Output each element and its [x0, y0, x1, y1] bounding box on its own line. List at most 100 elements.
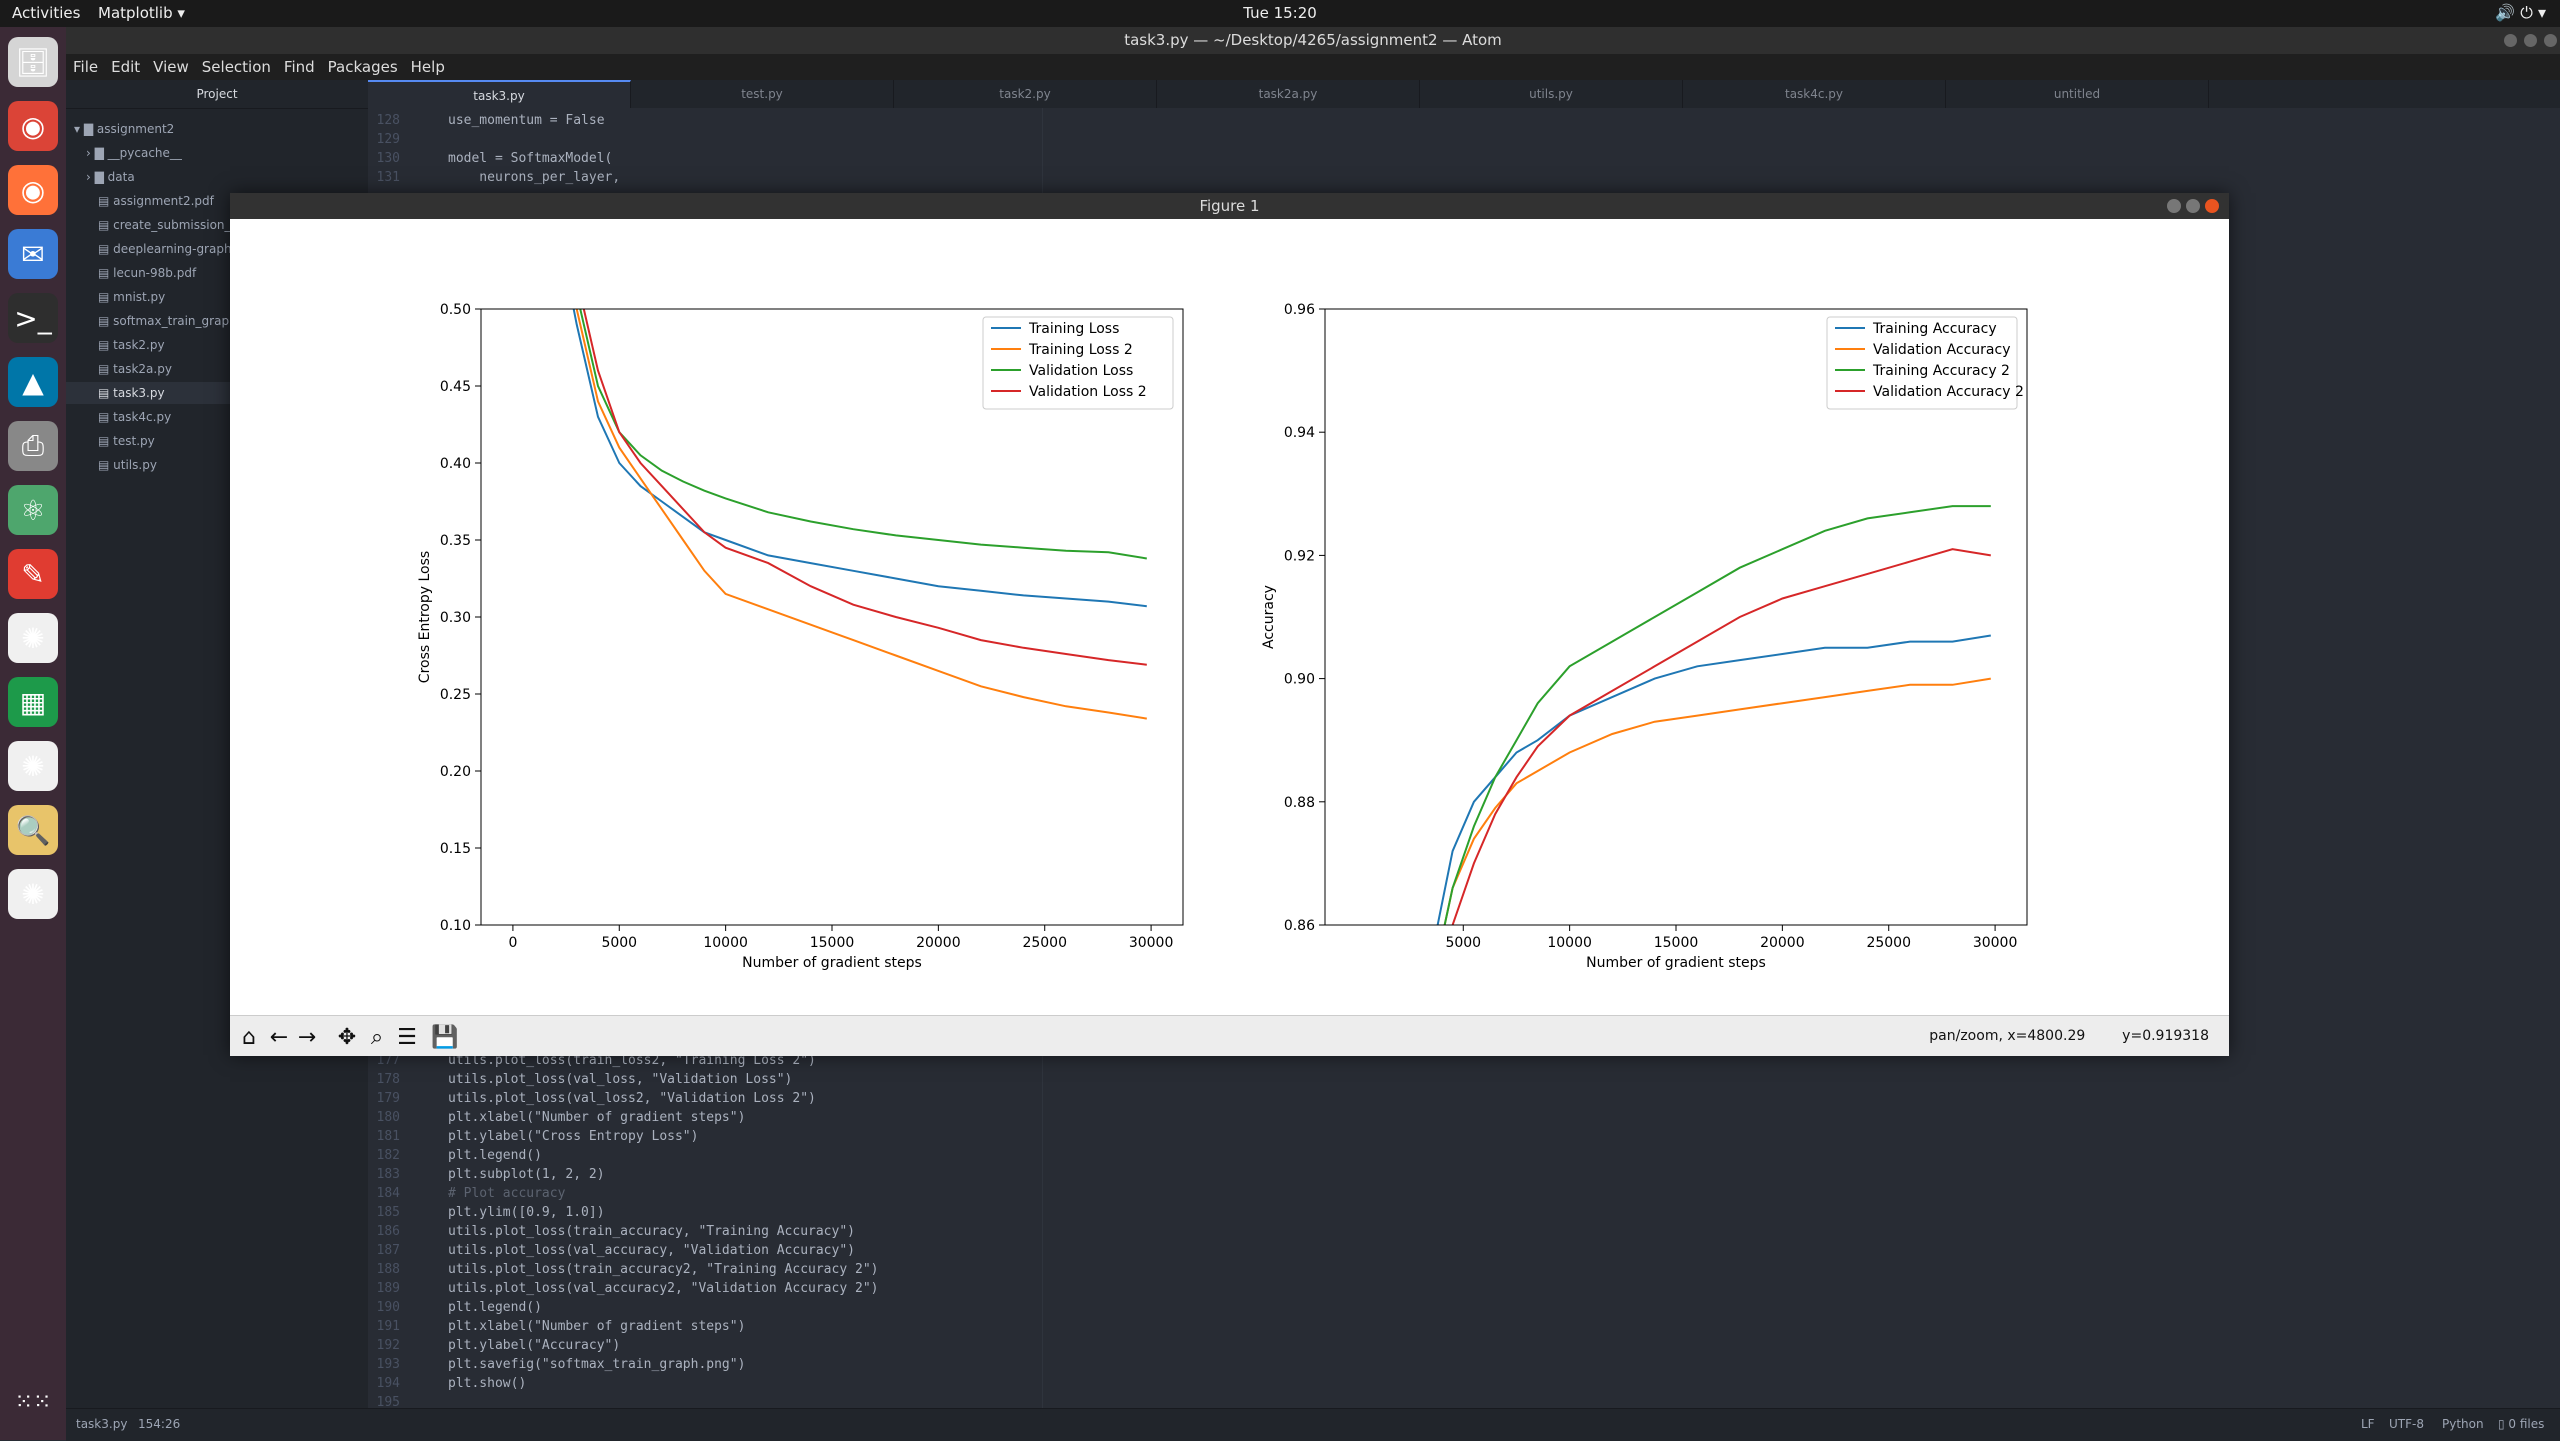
- y-tick-label: 0.96: [1284, 302, 1315, 318]
- code-line[interactable]: plt.legend(): [448, 1148, 542, 1163]
- series-line-training-loss: [572, 309, 1147, 608]
- thunderbird-icon[interactable]: ✉: [8, 229, 58, 279]
- activities-button[interactable]: Activities: [12, 4, 81, 22]
- code-line[interactable]: utils.plot_loss(val_loss2, "Validation L…: [448, 1091, 816, 1106]
- tree-item[interactable]: ▤ task2.py: [98, 338, 165, 352]
- code-line[interactable]: plt.subplot(1, 2, 2): [448, 1167, 605, 1182]
- tab-task2-py[interactable]: task2.py: [894, 80, 1157, 108]
- code-line[interactable]: plt.ylabel("Accuracy"): [448, 1338, 621, 1353]
- menu-packages[interactable]: Packages: [327, 58, 398, 76]
- tree-item[interactable]: ▤ lecun-98b.pdf: [98, 266, 197, 280]
- close-icon[interactable]: [2544, 34, 2557, 47]
- plot-canvas[interactable]: 0 5000 10000 15000 20000 25000 30000 0.10 0.15 0.…: [230, 219, 2229, 1015]
- firefox-icon[interactable]: ◉: [8, 165, 58, 215]
- maximize-icon[interactable]: [2524, 34, 2537, 47]
- figure-toolbar: ⌂ ← → ✥ ⌕ ☰ 💾 pan/zoom, x=4800.29 y=0.91…: [230, 1015, 2229, 1056]
- pan-icon[interactable]: ✥: [337, 1024, 357, 1050]
- menu-view[interactable]: View: [153, 58, 189, 76]
- tree-item[interactable]: ▤ test.py: [98, 434, 155, 448]
- atom-icon[interactable]: ⚛: [8, 485, 58, 535]
- code-line[interactable]: plt.ylabel("Cross Entropy Loss"): [448, 1129, 699, 1144]
- code-line[interactable]: utils.plot_loss(train_accuracy2, "Traini…: [448, 1262, 879, 1277]
- code-line[interactable]: model = SoftmaxModel(: [448, 151, 613, 166]
- code-line[interactable]: neurons_per_layer,: [448, 170, 621, 185]
- menu-help[interactable]: Help: [410, 58, 445, 76]
- files-icon[interactable]: 🗄: [8, 37, 58, 87]
- matplotlib-icon[interactable]: ✺: [8, 613, 58, 663]
- status-encoding[interactable]: UTF-8: [2389, 1417, 2424, 1431]
- figure-close-icon[interactable]: [2205, 199, 2219, 213]
- matplotlib-icon-2[interactable]: ✺: [8, 741, 58, 791]
- tree-item[interactable]: › ▇ data: [86, 170, 135, 184]
- spreadsheet-icon[interactable]: ▦: [8, 677, 58, 727]
- home-icon[interactable]: ⌂: [242, 1024, 256, 1050]
- tab-untitled[interactable]: untitled: [1946, 80, 2209, 108]
- tree-item[interactable]: ▤ utils.py: [98, 458, 157, 472]
- legend-box: [1826, 316, 2018, 410]
- chrome-icon[interactable]: ◉: [8, 101, 58, 151]
- system-tray[interactable]: 🔊 ⏻ ▾: [2495, 3, 2546, 22]
- minimize-icon[interactable]: [2504, 34, 2517, 47]
- project-header[interactable]: Project: [66, 80, 368, 109]
- code-line[interactable]: plt.savefig("softmax_train_graph.png"): [448, 1357, 746, 1372]
- code-line[interactable]: utils.plot_loss(train_accuracy, "Trainin…: [448, 1224, 855, 1239]
- code-line[interactable]: plt.show(): [448, 1376, 527, 1391]
- status-grammar[interactable]: Python: [2442, 1417, 2484, 1431]
- code-line[interactable]: use_momentum = False: [448, 113, 605, 128]
- menu-find[interactable]: Find: [283, 58, 315, 76]
- line-number: 192: [376, 1338, 400, 1353]
- code-line[interactable]: plt.ylim([0.9, 1.0]): [448, 1205, 605, 1220]
- y-tick-label: 0.10: [440, 918, 471, 934]
- zoom-icon[interactable]: ⌕: [370, 1024, 384, 1050]
- tree-item[interactable]: ▤ assignment2.pdf: [98, 194, 214, 208]
- clock[interactable]: Tue 15:20: [1243, 4, 1317, 22]
- figure-maximize-icon[interactable]: [2186, 199, 2200, 213]
- tab-task2a-py[interactable]: task2a.py: [1157, 80, 1420, 108]
- code-line[interactable]: utils.plot_loss(train_loss2, "Training L…: [448, 1053, 816, 1068]
- code-line[interactable]: plt.xlabel("Number of gradient steps"): [448, 1110, 746, 1125]
- tab-task3-py[interactable]: task3.py: [368, 80, 631, 110]
- tab-test-py[interactable]: test.py: [631, 80, 894, 108]
- legend-label: Training Loss: [1028, 321, 1119, 337]
- code-line[interactable]: plt.legend(): [448, 1300, 542, 1315]
- tree-item[interactable]: ▤ softmax_train_grapl: [98, 314, 233, 328]
- tree-item[interactable]: ▤ create_submission_: [98, 218, 231, 232]
- menu-bar: File Edit View Selection Find Packages Help: [66, 54, 2560, 80]
- status-git-files[interactable]: ▯ 0 files: [2498, 1417, 2545, 1431]
- tab-utils-py[interactable]: utils.py: [1420, 80, 1683, 108]
- tree-item[interactable]: ▤ task2a.py: [98, 362, 172, 376]
- status-cursor[interactable]: 154:26: [138, 1417, 181, 1431]
- tree-item[interactable]: ▤ deeplearning-graph: [98, 242, 232, 256]
- terminal-icon[interactable]: >_: [8, 293, 58, 343]
- app-menu[interactable]: Matplotlib ▾: [98, 4, 185, 22]
- x-tick-label: 20000: [916, 935, 961, 951]
- status-eol[interactable]: LF: [2361, 1417, 2375, 1431]
- matplotlib-icon-3[interactable]: ✺: [8, 869, 58, 919]
- menu-edit[interactable]: Edit: [111, 58, 141, 76]
- tree-item[interactable]: ▾ ▇ assignment2: [74, 122, 175, 136]
- save-icon[interactable]: 💾: [431, 1024, 459, 1050]
- line-number: 129: [376, 132, 400, 147]
- tree-item[interactable]: ▤ task4c.py: [98, 410, 172, 424]
- back-arrow-icon[interactable]: ←: [269, 1024, 289, 1050]
- y-tick-label: 0.40: [440, 456, 471, 472]
- status-file[interactable]: task3.py: [76, 1417, 128, 1431]
- figure-minimize-icon[interactable]: [2167, 199, 2181, 213]
- show-applications-icon[interactable]: ⁙⁙: [14, 1389, 52, 1415]
- code-line[interactable]: utils.plot_loss(val_accuracy, "Validatio…: [448, 1243, 855, 1258]
- code-line[interactable]: utils.plot_loss(val_loss, "Validation Lo…: [448, 1072, 793, 1087]
- code-line[interactable]: plt.xlabel("Number of gradient steps"): [448, 1319, 746, 1334]
- pdf-reader-icon[interactable]: ✎: [8, 549, 58, 599]
- code-line[interactable]: utils.plot_loss(val_accuracy2, "Validati…: [448, 1281, 879, 1296]
- forward-arrow-icon[interactable]: →: [297, 1024, 317, 1050]
- menu-file[interactable]: File: [73, 58, 99, 76]
- tab-task4c-py[interactable]: task4c.py: [1683, 80, 1946, 108]
- image-viewer-icon[interactable]: 🔍: [8, 805, 58, 855]
- tree-item[interactable]: ▤ mnist.py: [98, 290, 166, 304]
- menu-selection[interactable]: Selection: [201, 58, 271, 76]
- matlab-icon[interactable]: ▲: [8, 357, 58, 407]
- printer-icon[interactable]: ⎙: [8, 421, 58, 471]
- code-line[interactable]: # Plot accuracy: [448, 1186, 566, 1201]
- tree-item[interactable]: › ▇ __pycache__: [86, 146, 182, 160]
- configure-subplots-icon[interactable]: ☰: [397, 1024, 417, 1050]
